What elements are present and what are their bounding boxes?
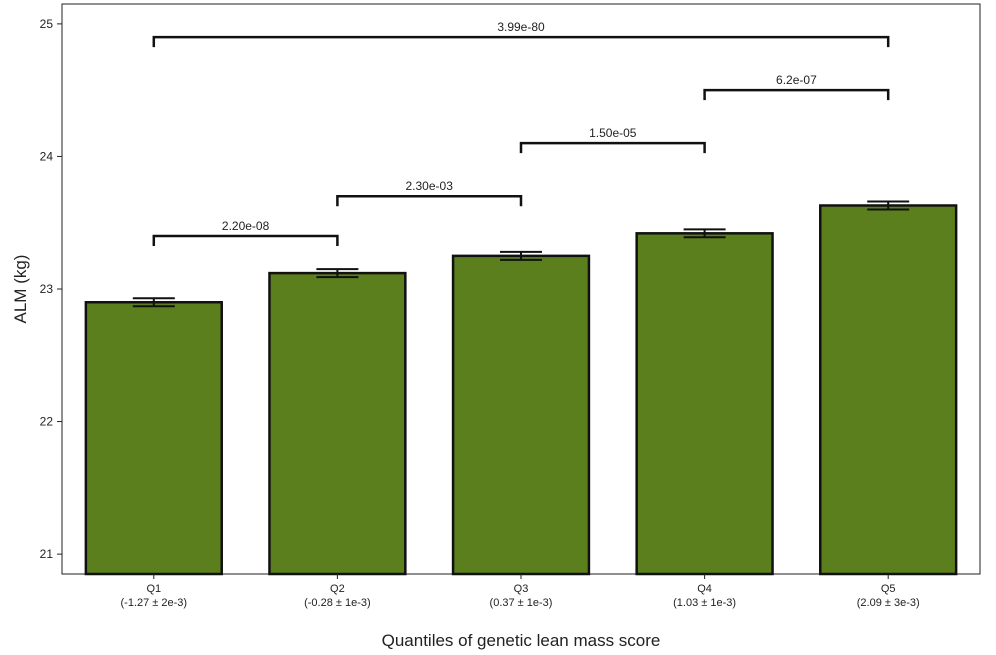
x-tick-sublabel: (-1.27 ± 2e-3) bbox=[121, 597, 188, 609]
x-tick-sublabel: (1.03 ± 1e-3) bbox=[673, 597, 736, 609]
significance-brackets: 2.20e-08 2.30e-03 1.50e-05 6.2e-07 3.99e-80 bbox=[152, 20, 890, 246]
significance-bracket bbox=[152, 35, 890, 48]
x-tick-label-q4: Q4 bbox=[697, 583, 712, 595]
y-axis-title: ALM (kg) bbox=[11, 255, 30, 324]
y-tick-label: 23 bbox=[40, 282, 54, 296]
bar-q2 bbox=[268, 271, 407, 576]
x-axis-title: Quantiles of genetic lean mass score bbox=[382, 631, 661, 650]
bar-q1 bbox=[84, 301, 223, 576]
y-tick-label: 21 bbox=[40, 547, 54, 561]
x-tick-sublabel: (2.09 ± 3e-3) bbox=[857, 597, 920, 609]
x-tick-sublabel: (-0.28 ± 1e-3) bbox=[304, 597, 371, 609]
x-tick-sublabel: (0.37 ± 1e-3) bbox=[490, 597, 553, 609]
x-axis: Q1 (-1.27 ± 2e-3) Q2 (-0.28 ± 1e-3) Q3 (0.37 … bbox=[121, 574, 920, 609]
significance-bracket bbox=[152, 234, 339, 246]
y-axis: 21 22 23 24 25 bbox=[40, 17, 62, 561]
x-tick-label-q1: Q1 bbox=[146, 583, 161, 595]
bars bbox=[84, 204, 958, 576]
x-tick-label-q2: Q2 bbox=[330, 583, 345, 595]
error-bars bbox=[132, 200, 910, 308]
y-tick-label: 25 bbox=[40, 17, 54, 31]
significance-bracket bbox=[336, 194, 523, 207]
p-value-label: 2.20e-08 bbox=[222, 219, 270, 233]
x-tick-label-q5: Q5 bbox=[881, 583, 896, 595]
x-tick-label-q3: Q3 bbox=[514, 583, 529, 595]
y-tick-label: 22 bbox=[40, 415, 54, 429]
significance-bracket bbox=[703, 88, 890, 101]
bar-q4 bbox=[635, 232, 774, 576]
significance-bracket bbox=[519, 141, 706, 154]
p-value-label: 3.99e-80 bbox=[497, 20, 545, 34]
bar-q5 bbox=[819, 204, 958, 576]
p-value-label: 6.2e-07 bbox=[776, 73, 817, 87]
p-value-label: 1.50e-05 bbox=[589, 126, 637, 140]
bar-q3 bbox=[451, 254, 591, 576]
y-tick-label: 24 bbox=[40, 149, 54, 163]
p-value-label: 2.30e-03 bbox=[406, 179, 454, 193]
